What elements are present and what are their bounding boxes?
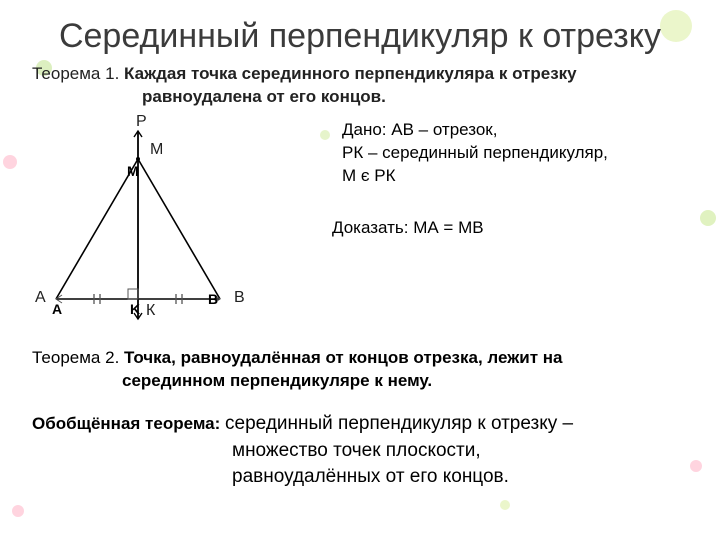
label-A-img: A — [52, 301, 62, 317]
given-block: Дано: АВ – отрезок, РК – серединный перп… — [342, 119, 688, 188]
theorem1-cont: равноудалена от его концов. — [32, 86, 688, 109]
theorem2-l1: Точка, равноудалённая от концов отрезка,… — [124, 348, 562, 367]
general-label: Обобщённая теорема: — [32, 414, 220, 433]
geometry-figure: Р М А В К M A B K — [38, 119, 268, 319]
theorem1-label: Теорема 1. — [32, 64, 119, 83]
label-P: Р — [136, 113, 147, 131]
theorem2-l2: серединном перпендикуляре к нему. — [32, 370, 688, 393]
prove-text: Доказать: МА = МВ — [332, 218, 484, 237]
general-theorem: Обобщённая теорема: серединный перпендик… — [32, 411, 688, 491]
label-B-ext: В — [234, 289, 245, 307]
theorem1-text-l2: равноудалена от его концов. — [142, 87, 386, 106]
given-l3: М є РК — [342, 165, 688, 188]
theorem2-label: Теорема 2. — [32, 348, 119, 367]
label-A-ext: А — [35, 289, 46, 307]
given-l1: Дано: АВ – отрезок, — [342, 119, 688, 142]
label-M-ext: М — [150, 141, 163, 159]
theorem1-text-l1: Каждая точка серединного перпендикуляра … — [124, 64, 577, 83]
label-M-img: M — [127, 163, 139, 179]
general-l2: множество точек плоскости, — [32, 438, 688, 465]
slide-title: Серединный перпендикуляр к отрезку — [32, 18, 688, 55]
given-l2: РК – серединный перпендикуляр, — [342, 142, 688, 165]
prove-block: Доказать: МА = МВ — [332, 218, 688, 238]
general-l1: серединный перпендикуляр к отрезку – — [225, 413, 573, 434]
label-B-img: B — [208, 291, 218, 307]
label-K-ext: К — [146, 302, 155, 320]
slide-content: Серединный перпендикуляр к отрезку Теоре… — [0, 0, 720, 540]
label-K-img: K — [130, 301, 140, 317]
general-l3: равноудалённых от его концов. — [32, 464, 688, 491]
theorem2: Теорема 2. Точка, равноудалённая от конц… — [32, 347, 688, 393]
theorem1: Теорема 1. Каждая точка серединного перп… — [32, 63, 688, 86]
